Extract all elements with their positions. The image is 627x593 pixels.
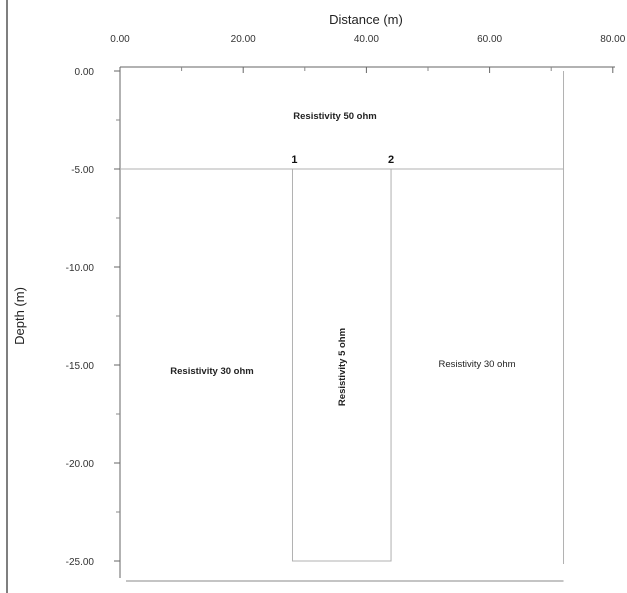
y-axis-ticks: 0.00 -5.00 -10.00 -15.00 -20.00 -25.00 xyxy=(66,67,120,568)
x-tick-label: 80.00 xyxy=(600,34,625,45)
y-tick-label: -25.00 xyxy=(66,557,95,568)
region-label-body: Resistivity 5 ohm xyxy=(337,328,348,406)
body-marker-2: 2 xyxy=(388,154,394,166)
y-tick-label: -5.00 xyxy=(71,165,94,176)
y-tick-label: -20.00 xyxy=(66,459,95,470)
body-marker-1: 1 xyxy=(291,154,297,166)
x-tick-label: 40.00 xyxy=(354,34,379,45)
y-tick-label: -10.00 xyxy=(66,263,95,274)
model-geometry xyxy=(120,71,565,582)
region-label-left: Resistivity 30 ohm xyxy=(170,366,253,377)
x-tick-label: 60.00 xyxy=(477,34,502,45)
region-label-top: Resistivity 50 ohm xyxy=(293,111,376,122)
x-tick-label: 20.00 xyxy=(231,34,256,45)
y-tick-label: -15.00 xyxy=(66,361,95,372)
y-tick-label: 0.00 xyxy=(75,67,95,78)
x-tick-label: 0.00 xyxy=(110,34,130,45)
conductive-body-outline xyxy=(291,168,392,562)
x-axis-ticks: 0.00 20.00 40.00 60.00 80.00 xyxy=(110,34,626,73)
region-label-right: Resistivity 30 ohm xyxy=(438,359,515,370)
y-axis-title: Depth (m) xyxy=(12,287,27,345)
x-axis-title: Distance (m) xyxy=(329,12,403,27)
